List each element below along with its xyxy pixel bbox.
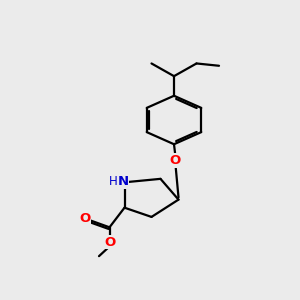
Text: H: H bbox=[109, 175, 118, 188]
Text: O: O bbox=[170, 154, 181, 167]
Text: O: O bbox=[79, 212, 90, 225]
Text: N: N bbox=[117, 175, 129, 188]
Text: O: O bbox=[104, 236, 115, 249]
